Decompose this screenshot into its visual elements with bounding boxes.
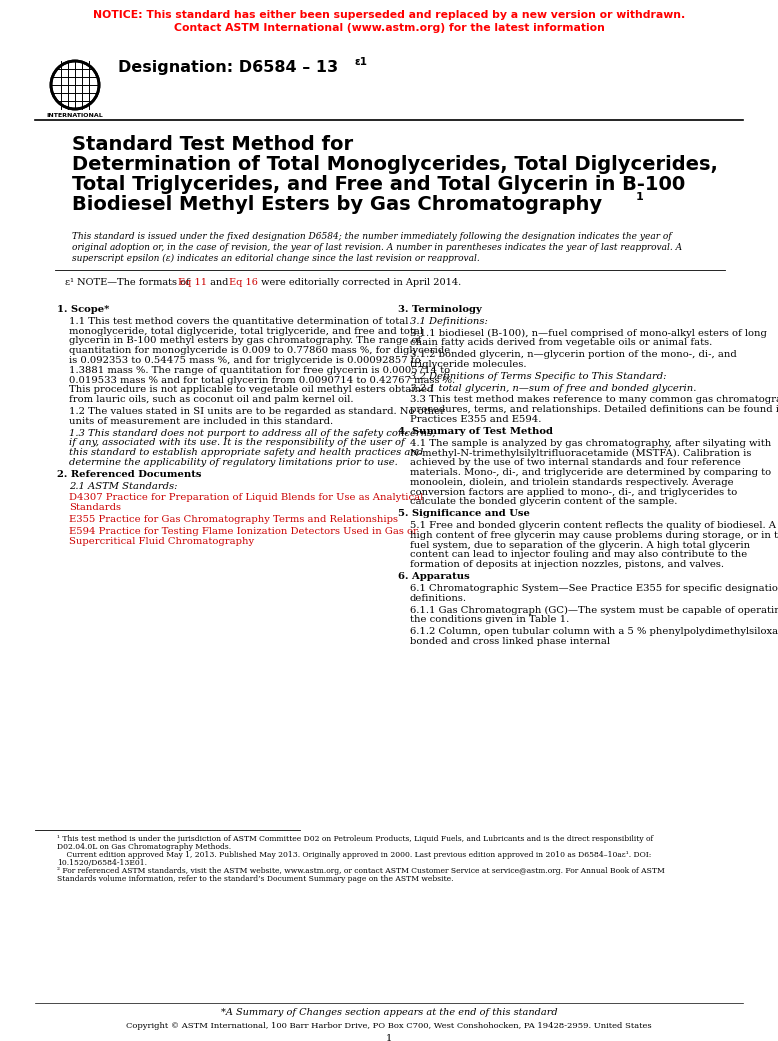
Text: bonded and cross linked phase internal: bonded and cross linked phase internal <box>410 637 610 645</box>
Text: calculate the bonded glycerin content of the sample.: calculate the bonded glycerin content of… <box>410 498 678 506</box>
Text: from lauric oils, such as coconut oil and palm kernel oil.: from lauric oils, such as coconut oil an… <box>69 396 353 404</box>
Text: the conditions given in Table 1.: the conditions given in Table 1. <box>410 615 569 625</box>
Text: 3.3 This test method makes reference to many common gas chromatographic: 3.3 This test method makes reference to … <box>410 396 778 404</box>
Text: materials. Mono-, di-, and triglyceride are determined by comparing to: materials. Mono-, di-, and triglyceride … <box>410 468 771 477</box>
Text: procedures, terms, and relationships. Detailed definitions can be found in: procedures, terms, and relationships. De… <box>410 405 778 414</box>
Text: is 0.092353 to 0.54475 mass %, and for triglyceride is 0.00092857 to: is 0.092353 to 0.54475 mass %, and for t… <box>69 356 421 365</box>
Text: 3.2 Definitions of Terms Specific to This Standard:: 3.2 Definitions of Terms Specific to Thi… <box>410 372 667 381</box>
Text: units of measurement are included in this standard.: units of measurement are included in thi… <box>69 416 333 426</box>
Text: achieved by the use of two internal standards and four reference: achieved by the use of two internal stan… <box>410 458 741 467</box>
Text: *A Summary of Changes section appears at the end of this standard: *A Summary of Changes section appears at… <box>221 1008 557 1017</box>
Text: 1.1 This test method covers the quantitative determination of total: 1.1 This test method covers the quantita… <box>69 316 408 326</box>
Text: 4. Summary of Test Method: 4. Summary of Test Method <box>398 427 553 436</box>
Text: 2. Referenced Documents: 2. Referenced Documents <box>57 469 202 479</box>
Text: 1.3881 mass %. The range of quantitation for free glycerin is 0.0005714 to: 1.3881 mass %. The range of quantitation… <box>69 365 450 375</box>
Text: 0.019533 mass % and for total glycerin from 0.0090714 to 0.42767 mass %.: 0.019533 mass % and for total glycerin f… <box>69 376 455 384</box>
Text: determine the applicability of regulatory limitations prior to use.: determine the applicability of regulator… <box>69 458 398 467</box>
Text: chain fatty acids derived from vegetable oils or animal fats.: chain fatty acids derived from vegetable… <box>410 338 712 348</box>
Text: superscript epsilon (ε) indicates an editorial change since the last revision or: superscript epsilon (ε) indicates an edi… <box>72 254 480 263</box>
Text: ε¹ NOTE—The formats of: ε¹ NOTE—The formats of <box>65 278 193 287</box>
Text: ε1: ε1 <box>355 57 368 67</box>
Text: ² For referenced ASTM standards, visit the ASTM website, www.astm.org, or contac: ² For referenced ASTM standards, visit t… <box>57 867 664 875</box>
Text: 1.2 The values stated in SI units are to be regarded as standard. No other: 1.2 The values stated in SI units are to… <box>69 407 445 416</box>
Text: monoolein, diolein, and triolein standards respectively. Average: monoolein, diolein, and triolein standar… <box>410 478 734 487</box>
Text: Contact ASTM International (www.astm.org) for the latest information: Contact ASTM International (www.astm.org… <box>173 23 605 33</box>
Text: Current edition approved May 1, 2013. Published May 2013. Originally approved in: Current edition approved May 1, 2013. Pu… <box>57 850 651 859</box>
Text: 3.2.1 total glycerin, n—sum of free and bonded glycerin.: 3.2.1 total glycerin, n—sum of free and … <box>410 383 696 392</box>
Text: original adoption or, in the case of revision, the year of last revision. A numb: original adoption or, in the case of rev… <box>72 243 682 252</box>
Text: E355 Practice for Gas Chromatography Terms and Relationships: E355 Practice for Gas Chromatography Ter… <box>69 515 398 524</box>
Text: D4307 Practice for Preparation of Liquid Blends for Use as Analytical: D4307 Practice for Preparation of Liquid… <box>69 493 423 503</box>
Text: Standards volume information, refer to the standard’s Document Summary page on t: Standards volume information, refer to t… <box>57 875 454 883</box>
Text: glycerin in B-100 methyl esters by gas chromatography. The range of: glycerin in B-100 methyl esters by gas c… <box>69 336 421 346</box>
Text: 6.1.1 Gas Chromatograph (GC)—The system must be capable of operating at: 6.1.1 Gas Chromatograph (GC)—The system … <box>410 606 778 614</box>
Text: 3.1 Definitions:: 3.1 Definitions: <box>410 316 488 326</box>
Text: 1: 1 <box>386 1034 392 1041</box>
Text: 5.1 Free and bonded glycerin content reflects the quality of biodiesel. A: 5.1 Free and bonded glycerin content ref… <box>410 520 776 530</box>
Text: this standard to establish appropriate safety and health practices and: this standard to establish appropriate s… <box>69 449 423 457</box>
Text: triglyceride molecules.: triglyceride molecules. <box>410 360 527 369</box>
Text: quantitation for monoglyceride is 0.009 to 0.77860 mass %, for diglyceride: quantitation for monoglyceride is 0.009 … <box>69 347 450 355</box>
Text: and: and <box>207 278 232 287</box>
Text: 1. Scope*: 1. Scope* <box>57 305 110 314</box>
Text: fuel system, due to separation of the glycerin. A high total glycerin: fuel system, due to separation of the gl… <box>410 540 750 550</box>
Text: 3. Terminology: 3. Terminology <box>398 305 482 314</box>
Text: Eq 16: Eq 16 <box>229 278 258 287</box>
Text: Designation: D6584 – 13: Designation: D6584 – 13 <box>118 60 338 75</box>
Text: D02.04.0L on Gas Chromatography Methods.: D02.04.0L on Gas Chromatography Methods. <box>57 843 231 850</box>
Text: Standards: Standards <box>69 503 121 512</box>
Text: N-methyl-N-trimethylsilyltrifluoracetamide (MSTFA). Calibration is: N-methyl-N-trimethylsilyltrifluoracetami… <box>410 449 752 458</box>
Text: 10.1520/D6584-13E01.: 10.1520/D6584-13E01. <box>57 859 147 867</box>
Text: Copyright © ASTM International, 100 Barr Harbor Drive, PO Box C700, West Conshoh: Copyright © ASTM International, 100 Barr… <box>126 1022 652 1030</box>
Text: Eq 11: Eq 11 <box>178 278 207 287</box>
Text: 3.1.1 biodiesel (B-100), n—fuel comprised of mono-alkyl esters of long: 3.1.1 biodiesel (B-100), n—fuel comprise… <box>410 329 767 337</box>
Text: conversion factors are applied to mono-, di-, and triglycerides to: conversion factors are applied to mono-,… <box>410 487 738 497</box>
Text: Determination of Total Monoglycerides, Total Diglycerides,: Determination of Total Monoglycerides, T… <box>72 155 718 174</box>
Text: Standard Test Method for: Standard Test Method for <box>72 135 353 154</box>
Text: This procedure is not applicable to vegetable oil methyl esters obtained: This procedure is not applicable to vege… <box>69 385 433 395</box>
Text: Practices E355 and E594.: Practices E355 and E594. <box>410 415 541 424</box>
Text: INTERNATIONAL: INTERNATIONAL <box>47 113 103 118</box>
Text: Biodiesel Methyl Esters by Gas Chromatography: Biodiesel Methyl Esters by Gas Chromatog… <box>72 195 602 214</box>
Text: 1: 1 <box>636 192 643 202</box>
Text: 2.1 ASTM Standards:: 2.1 ASTM Standards: <box>69 482 177 490</box>
Text: This standard is issued under the fixed designation D6584; the number immediatel: This standard is issued under the fixed … <box>72 232 671 242</box>
Text: if any, associated with its use. It is the responsibility of the user of: if any, associated with its use. It is t… <box>69 438 405 448</box>
Text: 4.1 The sample is analyzed by gas chromatography, after silyating with: 4.1 The sample is analyzed by gas chroma… <box>410 438 771 448</box>
Text: Supercritical Fluid Chromatography: Supercritical Fluid Chromatography <box>69 536 254 545</box>
Text: content can lead to injector fouling and may also contribute to the: content can lead to injector fouling and… <box>410 551 747 559</box>
Text: high content of free glycerin may cause problems during storage, or in the: high content of free glycerin may cause … <box>410 531 778 540</box>
Text: monoglyceride, total diglyceride, total triglyceride, and free and total: monoglyceride, total diglyceride, total … <box>69 327 423 335</box>
Text: definitions.: definitions. <box>410 593 467 603</box>
Text: ¹ This test method is under the jurisdiction of ASTM Committee D02 on Petroleum : ¹ This test method is under the jurisdic… <box>57 835 654 843</box>
Text: 6. Apparatus: 6. Apparatus <box>398 572 470 581</box>
Text: 6.1.2 Column, open tubular column with a 5 % phenylpolydimethylsiloxane: 6.1.2 Column, open tubular column with a… <box>410 627 778 636</box>
Text: 1.3 This standard does not purport to address all of the safety concerns,: 1.3 This standard does not purport to ad… <box>69 429 436 437</box>
Text: 5. Significance and Use: 5. Significance and Use <box>398 509 530 518</box>
Text: E594 Practice for Testing Flame Ionization Detectors Used in Gas or: E594 Practice for Testing Flame Ionizati… <box>69 527 418 536</box>
Text: 6.1 Chromatographic System—See Practice E355 for specific designations and: 6.1 Chromatographic System—See Practice … <box>410 584 778 592</box>
Text: Total Triglycerides, and Free and Total Glycerin in B-100: Total Triglycerides, and Free and Total … <box>72 175 685 194</box>
Text: formation of deposits at injection nozzles, pistons, and valves.: formation of deposits at injection nozzl… <box>410 560 724 569</box>
Text: 3.1.2 bonded glycerin, n—glycerin portion of the mono-, di-, and: 3.1.2 bonded glycerin, n—glycerin portio… <box>410 350 737 359</box>
Text: were editorially corrected in April 2014.: were editorially corrected in April 2014… <box>258 278 461 287</box>
Text: NOTICE: This standard has either been superseded and replaced by a new version o: NOTICE: This standard has either been su… <box>93 10 685 20</box>
